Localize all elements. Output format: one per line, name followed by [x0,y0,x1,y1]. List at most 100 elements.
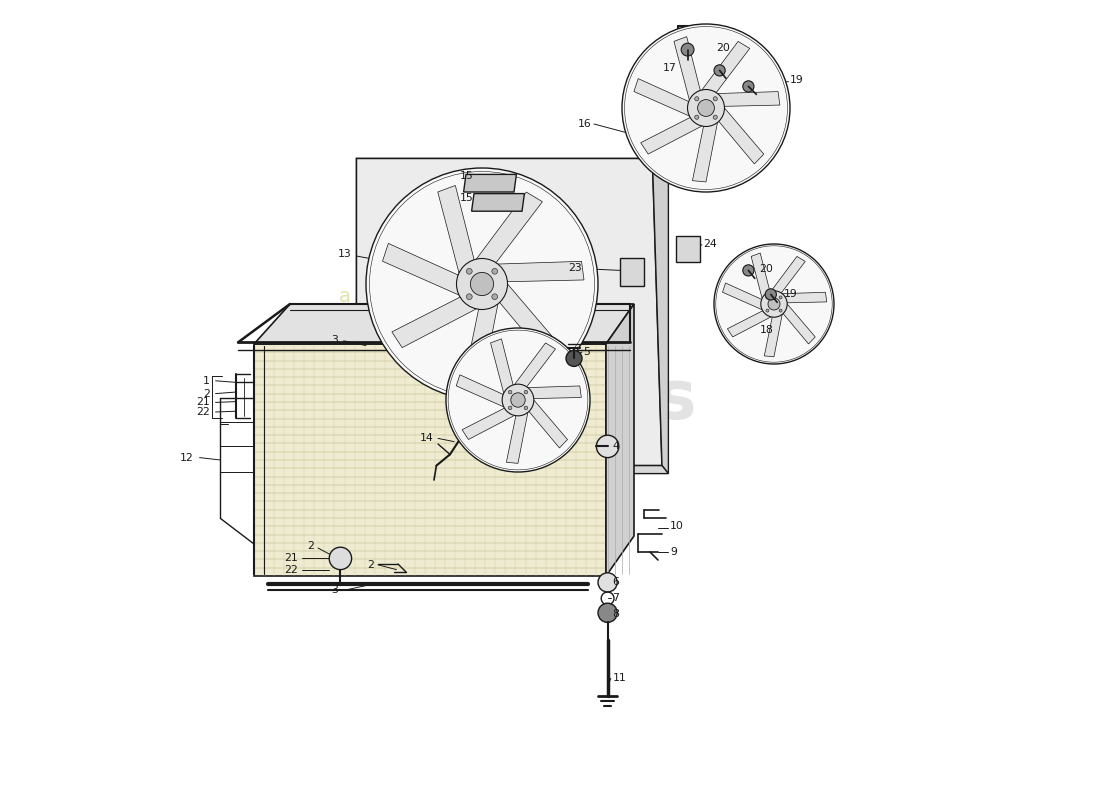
Text: 16: 16 [578,119,592,129]
Polygon shape [438,186,474,273]
Circle shape [742,81,754,92]
Circle shape [761,290,788,317]
Polygon shape [491,339,513,393]
Text: 19: 19 [790,75,804,85]
Text: 14: 14 [420,434,434,443]
Circle shape [466,268,472,274]
Polygon shape [254,304,634,344]
Circle shape [524,406,528,410]
Circle shape [713,115,717,119]
Polygon shape [723,283,762,310]
Circle shape [446,328,590,472]
Text: 2: 2 [367,560,374,570]
Circle shape [466,294,472,300]
Text: 21: 21 [196,398,210,407]
Text: 5: 5 [584,347,591,357]
Circle shape [456,258,507,310]
Circle shape [681,43,694,56]
Circle shape [508,390,512,394]
Circle shape [329,547,352,570]
Polygon shape [392,297,476,348]
Polygon shape [254,344,606,576]
Polygon shape [782,292,827,303]
Text: 11: 11 [613,674,626,683]
Text: 8: 8 [613,610,619,619]
Circle shape [766,296,769,299]
Polygon shape [529,400,568,448]
Polygon shape [515,343,556,386]
Circle shape [492,294,497,300]
Text: 12: 12 [180,453,194,462]
Circle shape [508,406,512,410]
Circle shape [566,350,582,366]
Circle shape [492,268,497,274]
Text: 4: 4 [613,442,619,451]
Text: 23: 23 [569,263,582,273]
Text: 20: 20 [760,264,773,274]
Circle shape [768,298,780,310]
Polygon shape [463,174,516,192]
Text: 19: 19 [783,290,798,299]
Polygon shape [674,37,701,100]
Circle shape [714,65,725,76]
Circle shape [471,272,494,296]
Circle shape [524,390,528,394]
Polygon shape [717,91,780,106]
Circle shape [697,100,714,117]
Text: 20: 20 [716,43,730,53]
Polygon shape [702,42,750,93]
Text: 15: 15 [460,194,474,203]
Circle shape [714,244,834,364]
Text: eurospares: eurospares [275,367,696,433]
Text: 22: 22 [196,407,210,417]
Circle shape [766,309,769,312]
Circle shape [779,296,782,299]
Polygon shape [640,118,702,154]
Polygon shape [771,257,805,293]
Polygon shape [718,108,763,164]
Text: 7: 7 [613,594,619,603]
Circle shape [503,384,534,416]
Text: 6: 6 [613,578,619,587]
Polygon shape [676,236,701,262]
Polygon shape [506,412,528,463]
Circle shape [366,168,598,400]
Text: 1: 1 [204,376,210,386]
Circle shape [779,309,782,312]
Circle shape [695,115,698,119]
Polygon shape [383,243,459,295]
Text: 3: 3 [331,335,338,345]
Polygon shape [606,304,634,576]
Polygon shape [727,310,771,337]
Circle shape [596,435,619,458]
Text: 21: 21 [284,554,298,563]
Circle shape [742,265,754,276]
Text: 3: 3 [331,586,338,595]
Circle shape [598,573,617,592]
Polygon shape [476,192,542,262]
Text: a passion for parts since 1985: a passion for parts since 1985 [339,286,634,306]
Circle shape [713,97,717,101]
Polygon shape [620,258,645,286]
Text: 2: 2 [307,542,314,551]
Polygon shape [634,78,690,116]
Polygon shape [783,304,815,344]
Polygon shape [356,158,662,466]
Circle shape [766,289,777,300]
Text: 15: 15 [460,171,474,181]
Text: 2: 2 [204,389,210,398]
Polygon shape [498,262,584,282]
Circle shape [621,24,790,192]
Polygon shape [652,158,669,474]
Text: 10: 10 [670,522,684,531]
Polygon shape [764,314,782,357]
Polygon shape [456,374,504,407]
Text: 18: 18 [760,325,773,334]
Polygon shape [692,122,717,182]
Circle shape [695,97,698,101]
Circle shape [598,603,617,622]
Polygon shape [356,466,669,474]
Circle shape [688,90,725,126]
Polygon shape [499,284,562,362]
Circle shape [510,393,525,407]
